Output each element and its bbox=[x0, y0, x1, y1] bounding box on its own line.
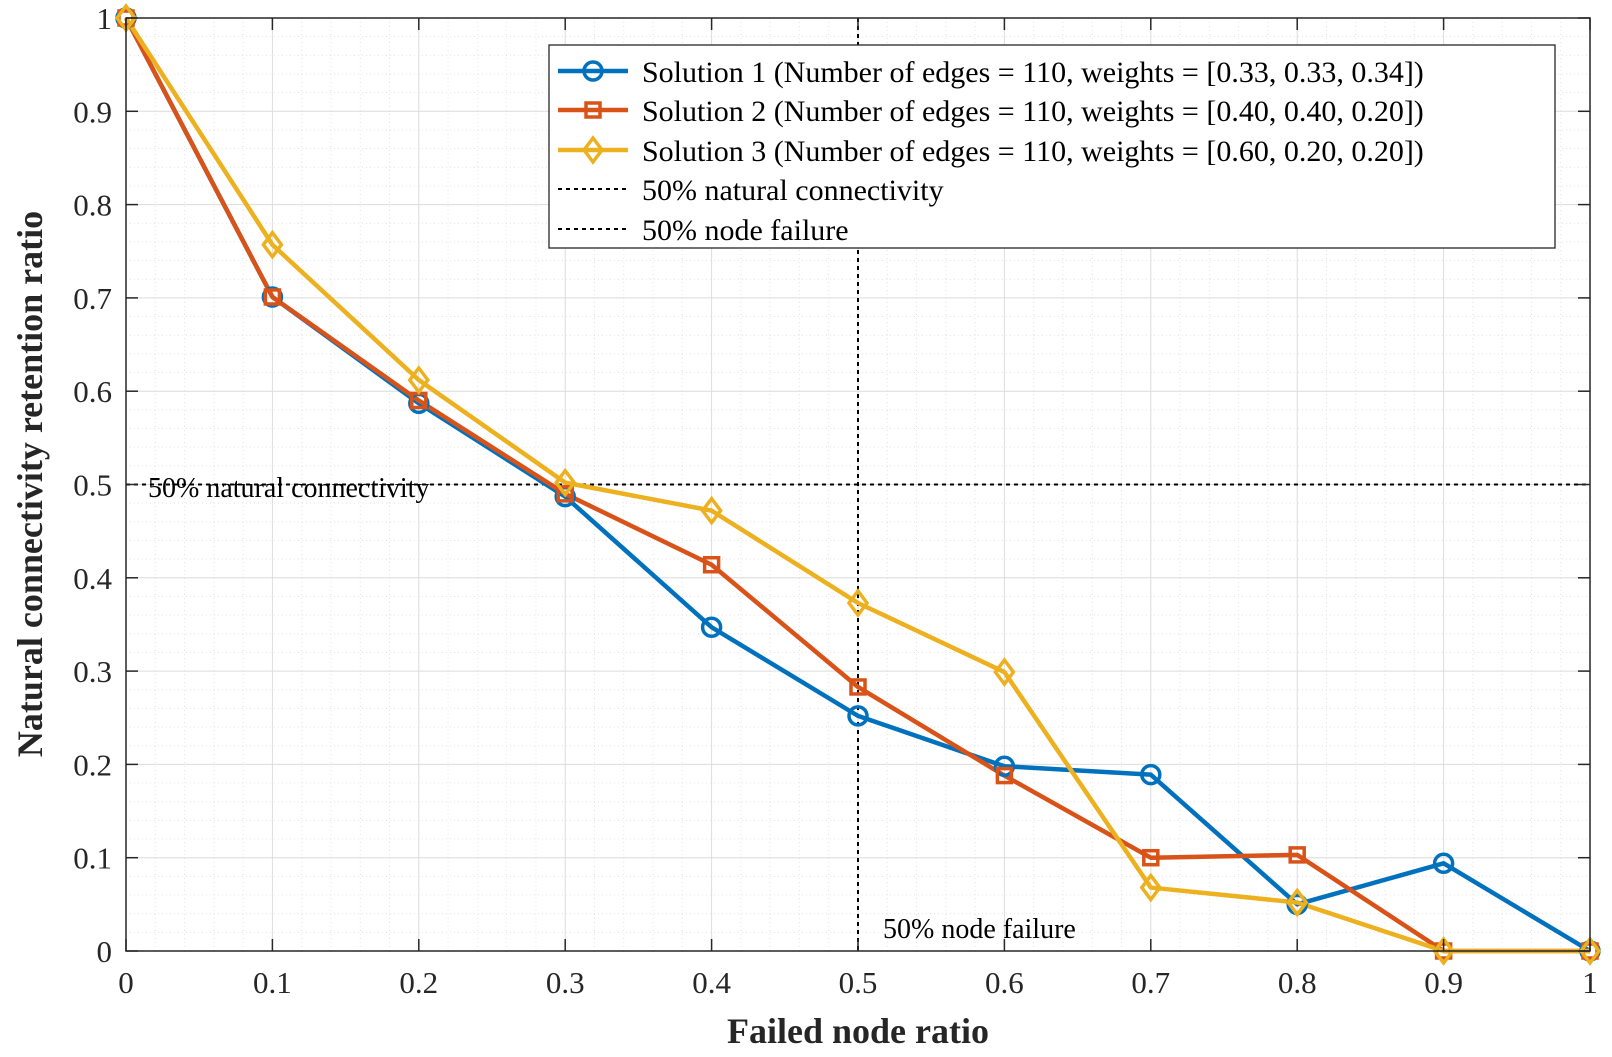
axis-ticks bbox=[125, 17, 1591, 952]
series-2-point bbox=[556, 485, 574, 503]
x-axis-title: Failed node ratio bbox=[727, 1011, 989, 1051]
series-2-point bbox=[702, 555, 721, 574]
legend-entry-node-failure: 50% node failure bbox=[642, 214, 849, 247]
series-2-point bbox=[263, 288, 282, 306]
series-3-point bbox=[700, 495, 723, 526]
legend: Solution 1 (Number of edges = 110, weigh… bbox=[548, 44, 1556, 249]
x-tick-label: 0.5 bbox=[839, 965, 878, 1000]
x-tick-label: 0 bbox=[118, 965, 134, 1000]
series-2-point bbox=[849, 678, 867, 696]
y-axis-title: Natural connectivity retention ratio bbox=[10, 211, 50, 757]
y-tick-label: 0.5 bbox=[73, 468, 112, 503]
y-tick-label: 0.1 bbox=[73, 841, 112, 876]
series-1-point bbox=[1432, 852, 1455, 875]
legend-entry-solution-3: Solution 3 (Number of edges = 110, weigh… bbox=[642, 135, 1424, 168]
series-3-point bbox=[993, 657, 1016, 687]
x-tick-label: 0.4 bbox=[692, 965, 731, 1000]
y-tick-label: 0.2 bbox=[73, 747, 112, 782]
series-3-point bbox=[1432, 936, 1455, 966]
legend-entry-solution-1: Solution 1 (Number of edges = 110, weigh… bbox=[642, 56, 1424, 89]
series-3 bbox=[124, 16, 1590, 954]
y-tick-label: 0 bbox=[97, 934, 113, 969]
series-3-point bbox=[554, 467, 577, 498]
series-1-point bbox=[261, 286, 284, 308]
x-tick-label: 0.2 bbox=[399, 965, 438, 1000]
ref-label-natural-connectivity: 50% natural connectivity bbox=[148, 473, 429, 504]
x-tick-label: 0.6 bbox=[985, 965, 1024, 1000]
series-2-point bbox=[1288, 846, 1306, 864]
x-tick-label: 0.9 bbox=[1424, 965, 1463, 1000]
legend-entry-solution-2: Solution 2 (Number of edges = 110, weigh… bbox=[642, 95, 1424, 128]
x-tick-label: 0.1 bbox=[253, 965, 292, 1000]
series-1-point bbox=[1140, 763, 1162, 786]
y-tick-label: 0.3 bbox=[73, 654, 112, 689]
series-3-point bbox=[407, 365, 430, 395]
y-tick-label: 0.6 bbox=[73, 374, 112, 409]
series-1-point bbox=[700, 616, 723, 638]
series-1-point bbox=[993, 755, 1016, 778]
y-tick-label: 1 bbox=[97, 1, 113, 36]
legend-swatch-marker bbox=[582, 60, 604, 82]
series-3-point bbox=[846, 588, 870, 618]
series-1-point bbox=[847, 705, 869, 727]
y-tick-label: 0.4 bbox=[73, 561, 112, 596]
legend-swatch-marker bbox=[584, 101, 602, 119]
series-3-point bbox=[1139, 872, 1162, 903]
y-tick-label: 0.8 bbox=[73, 188, 112, 223]
x-tick-label: 0.3 bbox=[546, 965, 585, 1000]
legend-swatch-marker bbox=[581, 135, 605, 165]
x-tick-label: 1 bbox=[1582, 965, 1598, 1000]
x-tick-label: 0.7 bbox=[1131, 965, 1170, 1000]
y-tick-label: 0.9 bbox=[73, 94, 112, 129]
legend-swatches bbox=[558, 60, 628, 230]
legend-entry-natural-connectivity: 50% natural connectivity bbox=[642, 174, 944, 207]
series-3-point bbox=[1286, 887, 1309, 918]
series-3-markers bbox=[114, 3, 1602, 966]
series-2-point bbox=[1142, 848, 1160, 867]
series-2-point bbox=[995, 766, 1014, 785]
x-tick-label: 0.8 bbox=[1278, 965, 1317, 1000]
tick-labels: 0 0.1 0.2 0.3 0.4 0.5 0.6 0.7 0.8 0.9 1 0 0.1 0.2 0.3 0… bbox=[73, 1, 1598, 1000]
series-2 bbox=[124, 16, 1590, 954]
legend-box bbox=[548, 44, 1556, 249]
y-tick-label: 0.7 bbox=[73, 281, 112, 316]
series-2-line bbox=[124, 16, 1590, 954]
series-3-point bbox=[1578, 936, 1602, 966]
series-3-line bbox=[124, 16, 1590, 954]
series-3-point bbox=[261, 229, 284, 260]
ref-label-node-failure: 50% node failure bbox=[883, 914, 1076, 945]
